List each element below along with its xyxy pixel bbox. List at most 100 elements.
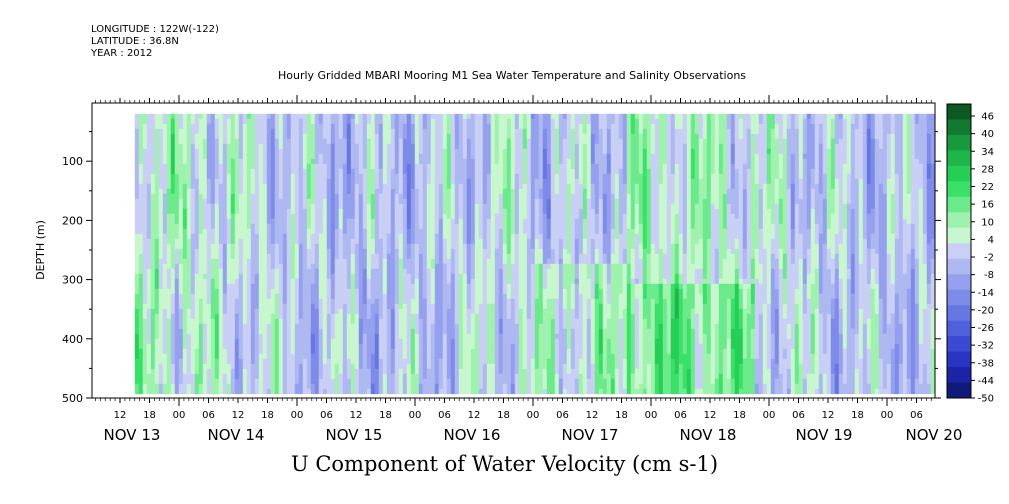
heatmap-cell — [446, 118, 452, 125]
heatmap-cell — [422, 243, 428, 250]
heatmap-cell — [390, 313, 396, 320]
heatmap-cell — [354, 243, 360, 250]
heatmap-cell — [258, 353, 264, 360]
heatmap-cell — [462, 303, 468, 310]
heatmap-cell — [178, 163, 184, 170]
heatmap-cell — [366, 308, 372, 315]
heatmap-cell — [154, 198, 160, 205]
heatmap-cell — [310, 123, 316, 130]
heatmap-cell — [406, 323, 412, 330]
heatmap-cell — [210, 248, 216, 255]
heatmap-cell — [406, 198, 412, 205]
heatmap-cell — [382, 298, 388, 305]
heatmap-cell — [166, 123, 172, 130]
heatmap-cell — [174, 183, 180, 190]
heatmap-cell — [406, 183, 412, 190]
heatmap-cell — [386, 203, 392, 210]
heatmap-cell — [386, 353, 392, 360]
heatmap-cell — [258, 123, 264, 130]
heatmap-cell — [222, 173, 228, 180]
heatmap-cell — [302, 268, 308, 275]
heatmap-cell — [410, 128, 416, 135]
heatmap-cell — [342, 213, 348, 220]
heatmap-cell — [406, 228, 412, 235]
heatmap-cell — [246, 143, 252, 150]
heatmap-cell — [190, 113, 196, 120]
heatmap-cell — [182, 303, 188, 310]
heatmap-cell — [270, 328, 276, 335]
heatmap-cell — [222, 318, 228, 325]
heatmap-cell — [226, 253, 232, 260]
heatmap-cell — [218, 163, 224, 170]
heatmap-cell — [158, 313, 164, 320]
heatmap-cell — [286, 258, 292, 265]
heatmap-cell — [382, 378, 388, 385]
heatmap-cell — [370, 348, 376, 355]
heatmap-cell — [274, 358, 280, 365]
heatmap-cell — [314, 348, 320, 355]
heatmap-cell — [162, 168, 168, 175]
heatmap-cell — [382, 303, 388, 310]
heatmap-cell — [382, 238, 388, 245]
heatmap-cell — [362, 333, 368, 340]
heatmap-cell — [434, 303, 440, 310]
heatmap-cell — [342, 168, 348, 175]
heatmap-cell — [194, 158, 200, 165]
heatmap-cell — [382, 323, 388, 330]
heatmap-cell — [418, 228, 424, 235]
heatmap-cell — [342, 388, 348, 395]
heatmap-cell — [142, 373, 148, 380]
heatmap-cell — [474, 293, 480, 300]
heatmap-cell — [262, 208, 268, 215]
heatmap-cell — [402, 298, 408, 305]
heatmap-cell — [374, 278, 380, 285]
heatmap-cell — [338, 158, 344, 165]
heatmap-cell — [258, 308, 264, 315]
heatmap-cell — [170, 163, 176, 170]
heatmap-cell — [298, 163, 304, 170]
heatmap-cell — [306, 183, 312, 190]
heatmap-cell — [222, 218, 228, 225]
heatmap-cell — [438, 173, 444, 180]
heatmap-cell — [410, 203, 416, 210]
heatmap-cell — [194, 378, 200, 385]
heatmap-cell — [374, 358, 380, 365]
heatmap-cell — [406, 248, 412, 255]
heatmap-cell — [442, 198, 448, 205]
heatmap-cell — [430, 188, 436, 195]
heatmap-cell — [262, 188, 268, 195]
heatmap-cell — [378, 263, 384, 270]
heatmap-cell — [294, 343, 300, 350]
heatmap-cell — [206, 373, 212, 380]
heatmap-cell — [246, 328, 252, 335]
heatmap-cell — [414, 313, 420, 320]
heatmap-cell — [394, 328, 400, 335]
heatmap-cell — [262, 158, 268, 165]
heatmap-cell — [182, 273, 188, 280]
heatmap-cell — [282, 248, 288, 255]
heatmap-cell — [142, 253, 148, 260]
heatmap-cell — [222, 223, 228, 230]
heatmap-cell — [414, 348, 420, 355]
heatmap-cell — [454, 338, 460, 345]
heatmap-cell — [386, 238, 392, 245]
heatmap-cell — [346, 143, 352, 150]
heatmap-cell — [310, 178, 316, 185]
heatmap-cell — [394, 353, 400, 360]
heatmap-cell — [150, 278, 156, 285]
heatmap-cell — [430, 373, 436, 380]
heatmap-cell — [258, 168, 264, 175]
heatmap-cell — [242, 238, 248, 245]
heatmap-cell — [162, 233, 168, 240]
heatmap-cell — [454, 273, 460, 280]
heatmap-cell — [230, 223, 236, 230]
heatmap-cell — [370, 338, 376, 345]
heatmap-cell — [298, 168, 304, 175]
heatmap-cell — [274, 368, 280, 375]
heatmap-cell — [458, 118, 464, 125]
heatmap-cell — [418, 343, 424, 350]
heatmap-cell — [470, 303, 476, 310]
heatmap-cell — [422, 143, 428, 150]
heatmap-cell — [354, 333, 360, 340]
heatmap-cell — [390, 188, 396, 195]
